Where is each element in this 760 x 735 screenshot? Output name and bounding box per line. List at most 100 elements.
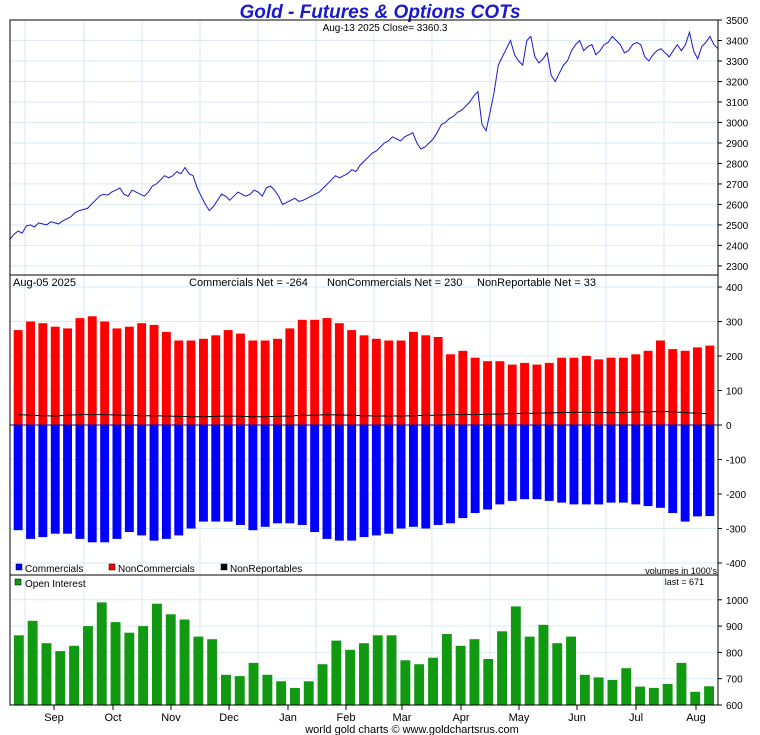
open-interest-bar: [621, 668, 632, 705]
open-interest-bar: [152, 603, 162, 705]
commercials-bar: [384, 425, 394, 534]
commercials-bar: [273, 425, 282, 524]
price-tick-label: 3400: [726, 36, 749, 47]
open-interest-bar: [138, 626, 149, 705]
noncommercials-bar: [285, 328, 295, 425]
noncommercials-bar: [347, 330, 357, 425]
price-tick-label: 2800: [726, 159, 749, 170]
noncommercials-bar: [75, 318, 85, 425]
commercials-bar: [26, 425, 35, 539]
month-label-sep: Sep: [44, 712, 64, 724]
legend-label-commercials: Commercials: [25, 564, 83, 575]
open-interest-bar: [83, 626, 93, 705]
legend-label-open-interest: Open Interest: [25, 579, 86, 590]
commercials-bar: [112, 425, 122, 539]
commercials-bar: [38, 425, 48, 538]
commercials-bar: [100, 425, 110, 543]
commercials-bar: [532, 425, 542, 500]
open-interest-bar: [662, 684, 673, 705]
noncommercials-bar: [273, 338, 282, 426]
price-tick-label: 3200: [726, 77, 749, 88]
commercials-bar: [13, 425, 23, 531]
last-oi-label: last = 671: [665, 577, 704, 587]
open-interest-bar: [538, 624, 549, 705]
noncommercials-bar: [483, 361, 492, 425]
cot-date-label: Aug-05 2025: [13, 277, 76, 289]
commercials-bar: [705, 425, 715, 517]
open-interest-bar: [676, 662, 687, 705]
month-label-may: May: [509, 712, 530, 724]
noncommercials-bar: [495, 361, 505, 425]
nonreportable-net-label: NonReportable Net = 33: [477, 277, 596, 289]
commercials-bar: [174, 425, 184, 536]
noncommercials-bar: [211, 335, 221, 425]
oi-tick-label: 700: [726, 675, 743, 686]
noncommercials-bar: [384, 340, 394, 425]
commercials-bar: [63, 425, 72, 534]
month-label-aug: Aug: [686, 712, 706, 724]
commercials-bar: [223, 425, 233, 522]
commercials-bar: [161, 425, 171, 539]
month-label-oct: Oct: [104, 712, 121, 724]
commercials-bar: [199, 425, 208, 522]
legend-swatch-open-interest: [14, 578, 22, 586]
open-interest-bar: [497, 631, 507, 705]
commercials-bar: [236, 425, 245, 525]
chart-title: Gold - Futures & Options COTs: [239, 2, 521, 23]
noncommercials-bar: [433, 337, 443, 425]
month-label-mar: Mar: [393, 712, 412, 724]
open-interest-bar: [359, 643, 369, 705]
commercials-bar: [631, 425, 641, 505]
panel-frame: [9, 19, 719, 276]
noncommercials-bar: [544, 362, 554, 425]
open-interest-bar: [124, 632, 135, 705]
commercials-bar: [618, 425, 628, 503]
commercials-bar: [643, 425, 653, 507]
legend-label-nonreportables: NonReportables: [230, 564, 302, 575]
open-interest-bar: [469, 639, 480, 705]
noncommercials-bar: [87, 316, 97, 425]
noncommercials-bar: [248, 340, 258, 425]
price-tick-label: 2600: [726, 200, 749, 211]
commercials-bar: [557, 425, 567, 503]
commercials-bar: [483, 425, 492, 510]
open-interest-bar: [96, 602, 107, 705]
open-interest-bar: [13, 635, 24, 705]
commercials-bar: [569, 425, 579, 505]
commercials-bar: [124, 425, 134, 532]
open-interest-bar: [69, 645, 79, 705]
noncommercials-bar: [643, 350, 653, 425]
commercials-bar: [656, 425, 665, 508]
month-label-jul: Jul: [629, 712, 643, 724]
noncommercials-bar: [334, 323, 344, 425]
price-tick-label: 3500: [726, 16, 749, 27]
cot-tick-label: 400: [726, 283, 743, 294]
open-interest-bar: [566, 636, 576, 705]
open-interest-bar: [262, 674, 273, 706]
cot-tick-label: 200: [726, 352, 743, 363]
open-interest-bar: [110, 622, 121, 705]
cot-tick-label: 100: [726, 387, 743, 398]
noncommercials-bar: [236, 333, 245, 425]
month-label-apr: Apr: [452, 712, 469, 724]
open-interest-bar: [221, 674, 231, 706]
price-tick-label: 3000: [726, 118, 749, 129]
open-interest-bar: [483, 659, 494, 705]
noncommercials-bar: [137, 323, 147, 425]
commercials-net-label: Commercials Net = -264: [189, 277, 308, 289]
price-tick-label: 2300: [726, 262, 749, 273]
legend-swatch-noncommercials: [108, 563, 116, 571]
open-interest-bar: [428, 657, 438, 705]
open-interest-bar: [317, 664, 328, 705]
footer-credit: world gold charts © www.goldchartsrus.co…: [304, 724, 519, 735]
commercials-bar: [248, 425, 258, 531]
noncommercials-bar: [594, 359, 604, 425]
open-interest-bar: [27, 620, 38, 705]
commercials-bar: [87, 425, 97, 543]
noncommercials-bar: [310, 319, 320, 425]
commercials-bar: [297, 425, 307, 525]
month-label-nov: Nov: [161, 712, 181, 724]
commercials-bar: [211, 425, 221, 522]
